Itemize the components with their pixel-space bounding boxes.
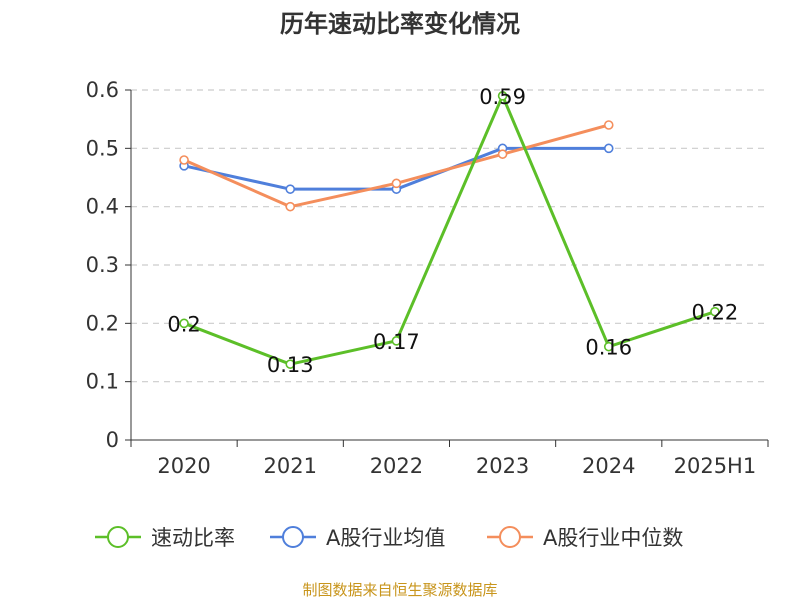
x-tick-label: 2022 (370, 454, 423, 478)
data-point (497, 91, 508, 101)
axes: 0 0.1 0.2 0.3 0.4 0.5 0.6 2020 2021 2022 2023 2024 2… (86, 78, 769, 478)
legend-marker (499, 526, 521, 548)
legend-item-0[interactable]: 速动比率 (95, 526, 235, 550)
x-tick-label: 2021 (264, 454, 317, 478)
legend-item-1[interactable]: A股行业均值 (270, 526, 445, 550)
data-label: 0.22 (692, 301, 739, 325)
y-tick-label: 0.4 (86, 195, 119, 219)
data-point (710, 306, 720, 317)
legend: 速动比率 A股行业均值 A股行业中位数 (95, 526, 683, 550)
data-label: 0.16 (585, 336, 632, 360)
grid-lines (131, 89, 768, 383)
y-tick-label: 0.3 (86, 253, 119, 277)
legend-label: 速动比率 (151, 526, 235, 550)
y-tick-label: 0 (106, 428, 119, 452)
data-label: 0.2 (167, 312, 200, 336)
data-point (391, 336, 402, 346)
source-note: 制图数据来自恒生聚源数据库 (302, 581, 497, 599)
legend-marker (282, 526, 304, 548)
data-point (391, 178, 402, 189)
chart-title: 历年速动比率变化情况 (280, 10, 520, 38)
data-point (603, 143, 614, 154)
data-point (285, 359, 296, 369)
legend-item-2[interactable]: A股行业中位数 (487, 526, 683, 550)
data-point (603, 341, 614, 352)
data-labels: 0.2 0.13 0.17 0.59 0.16 0.22 (167, 85, 738, 377)
y-tick-label: 0.5 (86, 136, 119, 160)
x-tick-label: 2024 (582, 454, 635, 478)
data-label: 0.17 (373, 330, 420, 354)
y-tick-label: 0.1 (86, 370, 119, 394)
data-point (285, 184, 296, 194)
series-line-0 (183, 94, 716, 366)
data-label: 0.13 (267, 353, 314, 377)
x-tick-label: 2020 (157, 454, 210, 478)
data-point (179, 155, 189, 165)
data-point (497, 149, 508, 159)
legend-label: A股行业中位数 (543, 526, 683, 550)
data-point (603, 120, 614, 130)
y-tick-label: 0.6 (86, 78, 119, 102)
x-tick-label: 2023 (476, 454, 529, 478)
y-tick-label: 0.2 (86, 311, 119, 335)
legend-label: A股行业均值 (326, 526, 445, 550)
x-tick-label: 2025H1 (674, 454, 757, 478)
legend-marker (107, 526, 129, 548)
data-label: 0.59 (479, 85, 526, 109)
data-point (179, 318, 189, 329)
series (179, 91, 720, 369)
data-point (285, 201, 296, 212)
